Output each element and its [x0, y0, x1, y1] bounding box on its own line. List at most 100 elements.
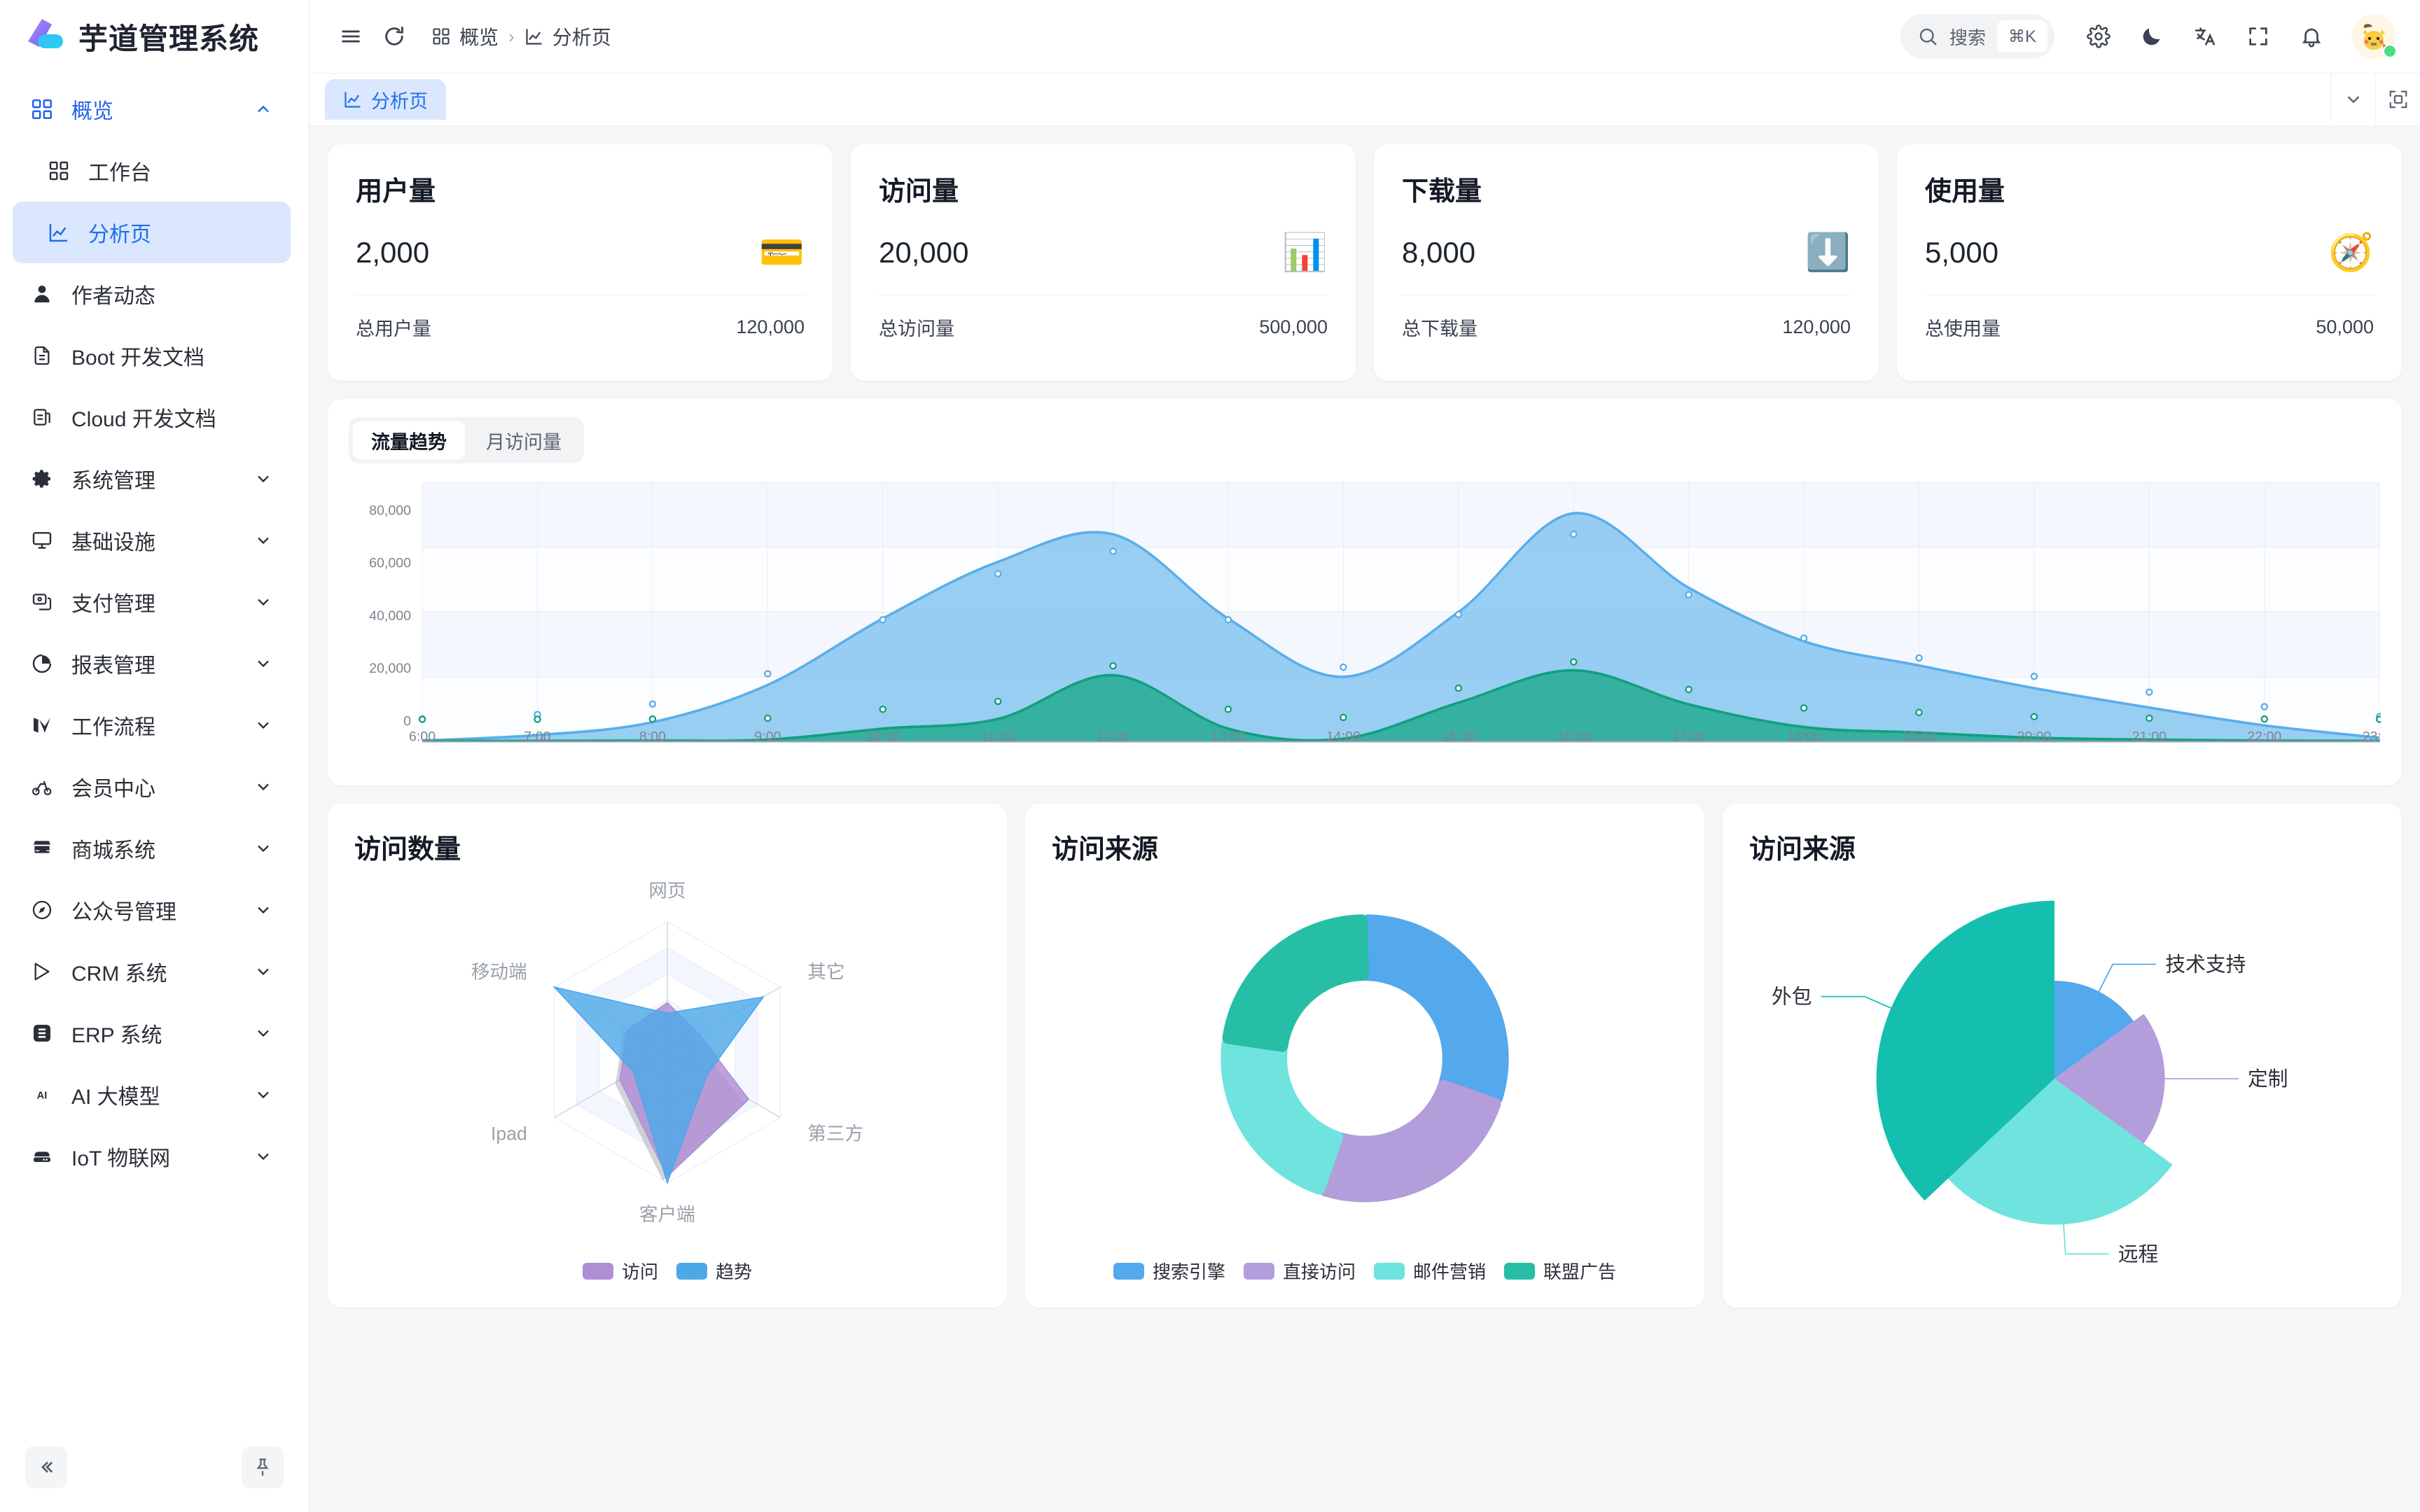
sidebar-item-label: Boot 开发文档: [71, 346, 205, 370]
sidebar-item-label: 报表管理: [71, 654, 155, 678]
chevron-down-icon: [251, 652, 275, 676]
app-logo-row[interactable]: 芋道管理系统: [0, 0, 309, 73]
sidebar-item-author[interactable]: 作者动态: [13, 263, 291, 325]
sidebar-item-member[interactable]: 会员中心: [13, 756, 291, 818]
doc-icon: [28, 342, 56, 370]
trend-tab-monthly[interactable]: 月访问量: [486, 431, 562, 453]
trend-chart-card: 流量趋势 月访问量 0 20,000 40,000 60,000 80,000 6:00 7…: [328, 399, 2402, 785]
sidebar-item-boot-docs[interactable]: Boot 开发文档: [13, 325, 291, 386]
page-content: 用户量 2,000 💳 总用户量 120,000 访问量 20,000: [310, 126, 2420, 1512]
sidebar-item-label: 公众号管理: [71, 901, 176, 924]
sidebar-item-workflow[interactable]: 工作流程: [13, 694, 291, 756]
hamburger-icon[interactable]: [329, 15, 373, 58]
moon-icon[interactable]: [2130, 15, 2174, 58]
sidebar-item-report[interactable]: 报表管理: [13, 633, 291, 694]
avatar[interactable]: [2351, 14, 2397, 59]
legend-item-email[interactable]: 邮件营销: [1374, 1258, 1486, 1284]
compass-icon: [28, 896, 56, 924]
svg-text:外包: 外包: [1772, 986, 1811, 1009]
stat-footer-label: 总用户量: [356, 318, 431, 340]
sidebar-item-crm[interactable]: CRM 系统: [13, 941, 291, 1002]
svg-text:其它: 其它: [807, 961, 844, 982]
chevron-down-icon[interactable]: [2330, 73, 2375, 126]
legend-item-direct[interactable]: 直接访问: [1243, 1258, 1356, 1284]
user-icon: [28, 280, 56, 308]
legend-item-trend[interactable]: 趋势: [676, 1258, 752, 1284]
stat-cards-row: 用户量 2,000 💳 总用户量 120,000 访问量 20,000: [328, 144, 2402, 381]
sidebar-item-label: Cloud 开发文档: [71, 408, 216, 431]
refresh-icon[interactable]: [373, 15, 416, 58]
svg-text:远程: 远程: [2118, 1243, 2158, 1266]
docs-icon: [28, 403, 56, 431]
svg-text:网页: 网页: [648, 881, 686, 902]
sidebar-item-label: 会员中心: [71, 778, 155, 801]
stat-title: 下载量: [1402, 177, 1482, 206]
sidebar-item-label: ERP 系统: [71, 1024, 162, 1047]
tab-analysis[interactable]: 分析页: [325, 79, 446, 120]
sidebar-item-mall[interactable]: 商城系统: [13, 818, 291, 879]
radar-chart-title: 访问数量: [354, 835, 461, 864]
radar-legend: 访问 趋势: [354, 1254, 980, 1284]
search-shortcut: ⌘K: [1996, 20, 2047, 52]
breadcrumb-item-analysis[interactable]: 分析页: [524, 22, 611, 50]
sidebar-item-workbench[interactable]: 工作台: [13, 140, 291, 202]
sidebar: 芋道管理系统 概览: [0, 0, 310, 1512]
chevron-down-icon: [251, 1021, 275, 1045]
fullscreen-icon[interactable]: [2237, 15, 2280, 58]
sidebar-nav: 概览 工作台: [0, 73, 309, 1435]
chevron-down-icon: [251, 467, 275, 491]
sidebar-item-label: 系统管理: [71, 470, 155, 493]
sidebar-item-ai[interactable]: AI AI 大模型: [13, 1064, 291, 1126]
stat-card-downloads: 下载量 8,000 ⬇️ 总下载量 120,000: [1374, 144, 1879, 381]
legend-swatch: [1504, 1262, 1536, 1280]
tab-label: 分析页: [371, 90, 428, 112]
donut-chart: [1052, 866, 1678, 1254]
sidebar-item-infrastructure[interactable]: 基础设施: [13, 510, 291, 571]
rose-chart-card: 访问来源 技术支持 定制 远程 外包: [1723, 804, 2402, 1308]
shop-icon: [28, 834, 56, 862]
sidebar-item-analysis[interactable]: 分析页: [13, 202, 291, 263]
topbar: 概览 › 分析页: [310, 0, 2420, 73]
sidebar-item-overview[interactable]: 概览: [13, 78, 291, 140]
gear-icon: [28, 465, 56, 493]
send-icon: [28, 958, 56, 986]
collapse-sidebar-button[interactable]: [25, 1446, 67, 1488]
legend-item-affiliate[interactable]: 联盟广告: [1504, 1258, 1616, 1284]
sidebar-item-erp[interactable]: ERP 系统: [13, 1002, 291, 1064]
stat-footer-value: 120,000: [1782, 316, 1851, 337]
radar-chart-card: 访问数量 网页 其它 第三方 客户端 Ipad 移动端 访问 趋势: [328, 804, 1007, 1308]
stat-value: 2,000: [356, 236, 430, 269]
gear-icon[interactable]: [2077, 15, 2120, 58]
legend-label: 趋势: [716, 1261, 753, 1282]
sidebar-item-label: 作者动态: [71, 285, 155, 308]
sidebar-item-system[interactable]: 系统管理: [13, 448, 291, 510]
breadcrumb-item-overview[interactable]: 概览: [431, 22, 499, 50]
chevron-down-icon: [251, 836, 275, 860]
svg-text:第三方: 第三方: [807, 1124, 863, 1144]
stat-footer-label: 总下载量: [1402, 318, 1477, 340]
legend-item-search[interactable]: 搜索引擎: [1113, 1258, 1225, 1284]
wallet-icon: [28, 588, 56, 616]
content-expand-icon[interactable]: [2375, 73, 2420, 126]
search-placeholder: 搜索: [1949, 27, 1986, 48]
sidebar-item-label: 概览: [71, 100, 113, 123]
trend-area-chart: 0 20,000 40,000 60,000 80,000 6:00 7:00 8:00 9:0…: [349, 472, 2381, 778]
sidebar-item-cloud-docs[interactable]: Cloud 开发文档: [13, 386, 291, 448]
search-input[interactable]: 搜索 ⌘K: [1900, 14, 2054, 59]
breadcrumb-separator: ›: [508, 25, 515, 47]
legend-item-visit[interactable]: 访问: [582, 1258, 658, 1284]
sidebar-item-label: 商城系统: [71, 839, 155, 862]
chart-icon: [45, 218, 73, 246]
stat-footer-label: 总使用量: [1925, 318, 2001, 340]
chart-icon: [524, 27, 544, 46]
trend-tab-traffic[interactable]: 流量趋势: [353, 421, 465, 459]
rose-chart: 技术支持 定制 远程 外包: [1749, 866, 2375, 1284]
erp-icon: [28, 1019, 56, 1047]
translate-icon[interactable]: [2183, 15, 2227, 58]
sidebar-item-payment[interactable]: 支付管理: [13, 571, 291, 633]
pin-icon[interactable]: [242, 1446, 284, 1488]
sidebar-item-mp[interactable]: 公众号管理: [13, 879, 291, 941]
bell-icon[interactable]: [2290, 15, 2333, 58]
chevron-down-icon: [251, 713, 275, 737]
sidebar-item-iot[interactable]: IoT 物联网: [13, 1126, 291, 1187]
